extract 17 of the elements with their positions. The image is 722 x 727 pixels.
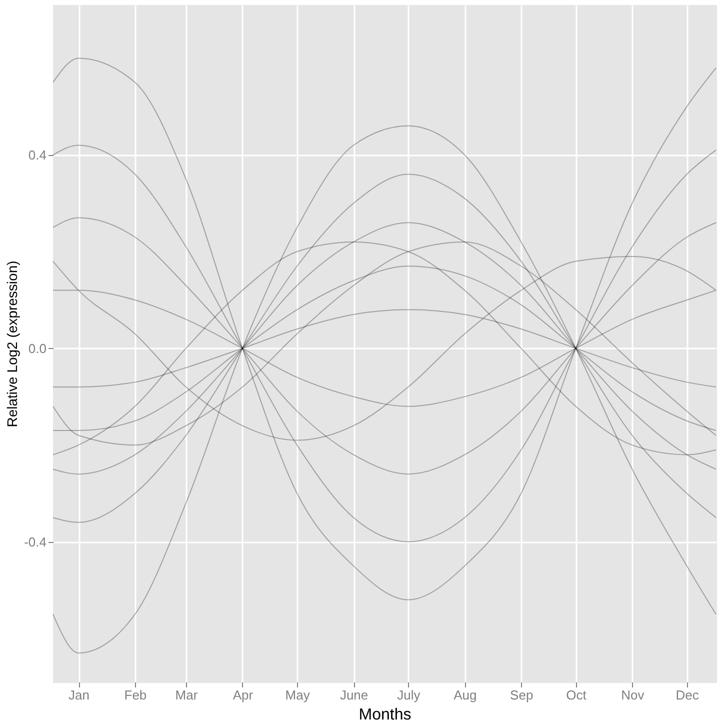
x-tick-label: July — [397, 688, 421, 702]
x-tick-label: Apr — [232, 688, 254, 702]
y-tick-label: 0.4 — [28, 147, 46, 162]
x-tick-label: Jan — [68, 688, 90, 702]
y-tick-label: 0.0 — [28, 340, 46, 356]
x-tick-label: Oct — [566, 688, 587, 702]
x-tick-label: Aug — [454, 688, 477, 702]
x-tick-label: May — [285, 688, 310, 702]
x-tick-label: Nov — [621, 688, 645, 702]
x-tick-label: Dec — [676, 688, 700, 702]
x-tick-label: Sep — [510, 688, 534, 702]
y-axis-title: Relative Log2 (expression) — [4, 260, 20, 428]
x-tick-label: June — [340, 688, 368, 702]
y-tick-label: -0.4 — [24, 534, 46, 550]
x-tick-label: Feb — [124, 688, 147, 702]
x-axis-title: Months — [358, 706, 412, 724]
x-tick-label: Mar — [175, 688, 198, 702]
